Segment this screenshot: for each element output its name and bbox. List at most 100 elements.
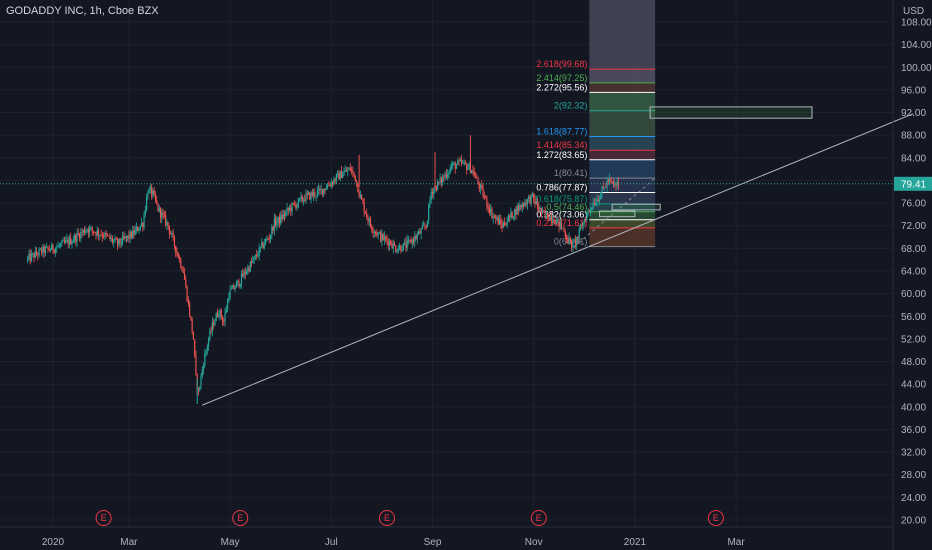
candle-body <box>81 231 83 233</box>
candle-body <box>352 170 354 172</box>
candle-body <box>28 253 30 258</box>
candle-body <box>292 203 294 204</box>
candle-body <box>510 211 512 218</box>
rectangle-drawing[interactable] <box>649 106 813 119</box>
candle-body <box>86 229 88 232</box>
candle-body <box>338 172 340 180</box>
candle-body <box>37 254 39 256</box>
candle-body <box>348 167 350 170</box>
earnings-event-icon[interactable] <box>232 510 249 526</box>
earnings-event-icon[interactable] <box>378 510 395 526</box>
candle-body <box>344 170 346 172</box>
candle-body <box>558 218 560 228</box>
candle-body <box>440 178 442 183</box>
candle-body <box>99 234 101 236</box>
candle-body <box>59 243 62 246</box>
candle-body <box>211 322 213 332</box>
candle-body <box>144 209 146 215</box>
candle-body <box>229 289 231 298</box>
drawings[interactable] <box>0 106 914 406</box>
candle-body <box>328 185 330 186</box>
y-tick-label: 68.00 <box>901 244 926 255</box>
candle-body <box>372 230 374 233</box>
earnings-event-icon[interactable] <box>530 510 547 526</box>
candle-body <box>354 175 356 182</box>
candle-body <box>554 222 556 225</box>
candle-body <box>310 192 312 200</box>
candle-body <box>544 211 546 215</box>
candle-body <box>177 252 179 259</box>
candle-body <box>482 187 484 197</box>
candle-body <box>108 235 110 237</box>
candle-body <box>146 197 148 210</box>
y-tick-label: 28.00 <box>901 470 926 481</box>
candle-body <box>239 284 241 287</box>
candle-body <box>472 170 474 172</box>
fib-level-label: 0.786(77.87) <box>536 183 587 193</box>
candle-body <box>329 185 331 187</box>
candle-body <box>263 244 265 248</box>
candle-body <box>249 261 251 272</box>
candle-body <box>426 220 429 227</box>
candle-body <box>56 247 58 249</box>
candle-body <box>206 346 208 351</box>
candle-body <box>331 182 334 185</box>
candle-body <box>182 270 184 273</box>
y-tick-label: 96.00 <box>901 85 926 96</box>
y-tick-label: 64.00 <box>901 267 926 278</box>
candle-body <box>419 231 421 234</box>
candle-body <box>75 235 77 242</box>
candle-body <box>597 199 599 202</box>
candle-body <box>163 214 165 216</box>
candle-body <box>572 241 574 248</box>
candle-body <box>234 287 236 290</box>
candle-body <box>261 242 263 247</box>
candle-body <box>103 236 105 238</box>
candle-body <box>500 219 502 224</box>
candle-body <box>301 196 303 201</box>
candle-body <box>219 309 221 316</box>
candle-body <box>110 238 112 240</box>
earnings-event-icon[interactable] <box>707 510 724 526</box>
candle-body <box>369 219 372 227</box>
candle-body <box>324 188 326 190</box>
candle-body <box>563 227 565 232</box>
candle-body <box>262 242 264 248</box>
candle-body <box>77 233 79 235</box>
candle-body <box>304 199 306 201</box>
candle-body <box>433 189 435 195</box>
fib-level-label: 2.618(99.68) <box>536 59 587 69</box>
candle-body <box>565 236 568 240</box>
candle-body <box>134 229 136 235</box>
currency-label: USD <box>903 6 924 17</box>
candle-body <box>315 195 317 197</box>
candle-body <box>520 204 522 208</box>
candle-body <box>411 239 413 244</box>
candle-body <box>39 249 41 250</box>
candle-body <box>405 242 407 248</box>
x-tick-label: 2020 <box>42 537 65 548</box>
rectangle-drawing[interactable] <box>611 203 661 211</box>
trendline[interactable] <box>202 113 914 406</box>
candle-body <box>490 208 492 213</box>
last-price-label: 79.41 <box>901 179 926 190</box>
candle-body <box>271 227 273 236</box>
candle-body <box>275 218 277 226</box>
candle-body <box>224 313 226 323</box>
candle-body <box>450 166 453 168</box>
candle-body <box>347 169 349 172</box>
rectangle-drawing[interactable] <box>598 210 636 218</box>
candle-body <box>63 240 65 243</box>
candle-body <box>47 246 49 249</box>
earnings-event-icon[interactable] <box>95 510 112 526</box>
y-tick-label: 48.00 <box>901 357 926 368</box>
candle-body <box>539 207 541 210</box>
candle-body <box>609 178 611 182</box>
candle-body <box>156 199 158 204</box>
candle-body <box>118 238 120 245</box>
candle-body <box>114 238 116 241</box>
fib-extension[interactable]: 0(68.31)0.236(71.61)0.382(73.06)0.5(74.4… <box>536 0 656 248</box>
candle-body <box>91 227 93 231</box>
